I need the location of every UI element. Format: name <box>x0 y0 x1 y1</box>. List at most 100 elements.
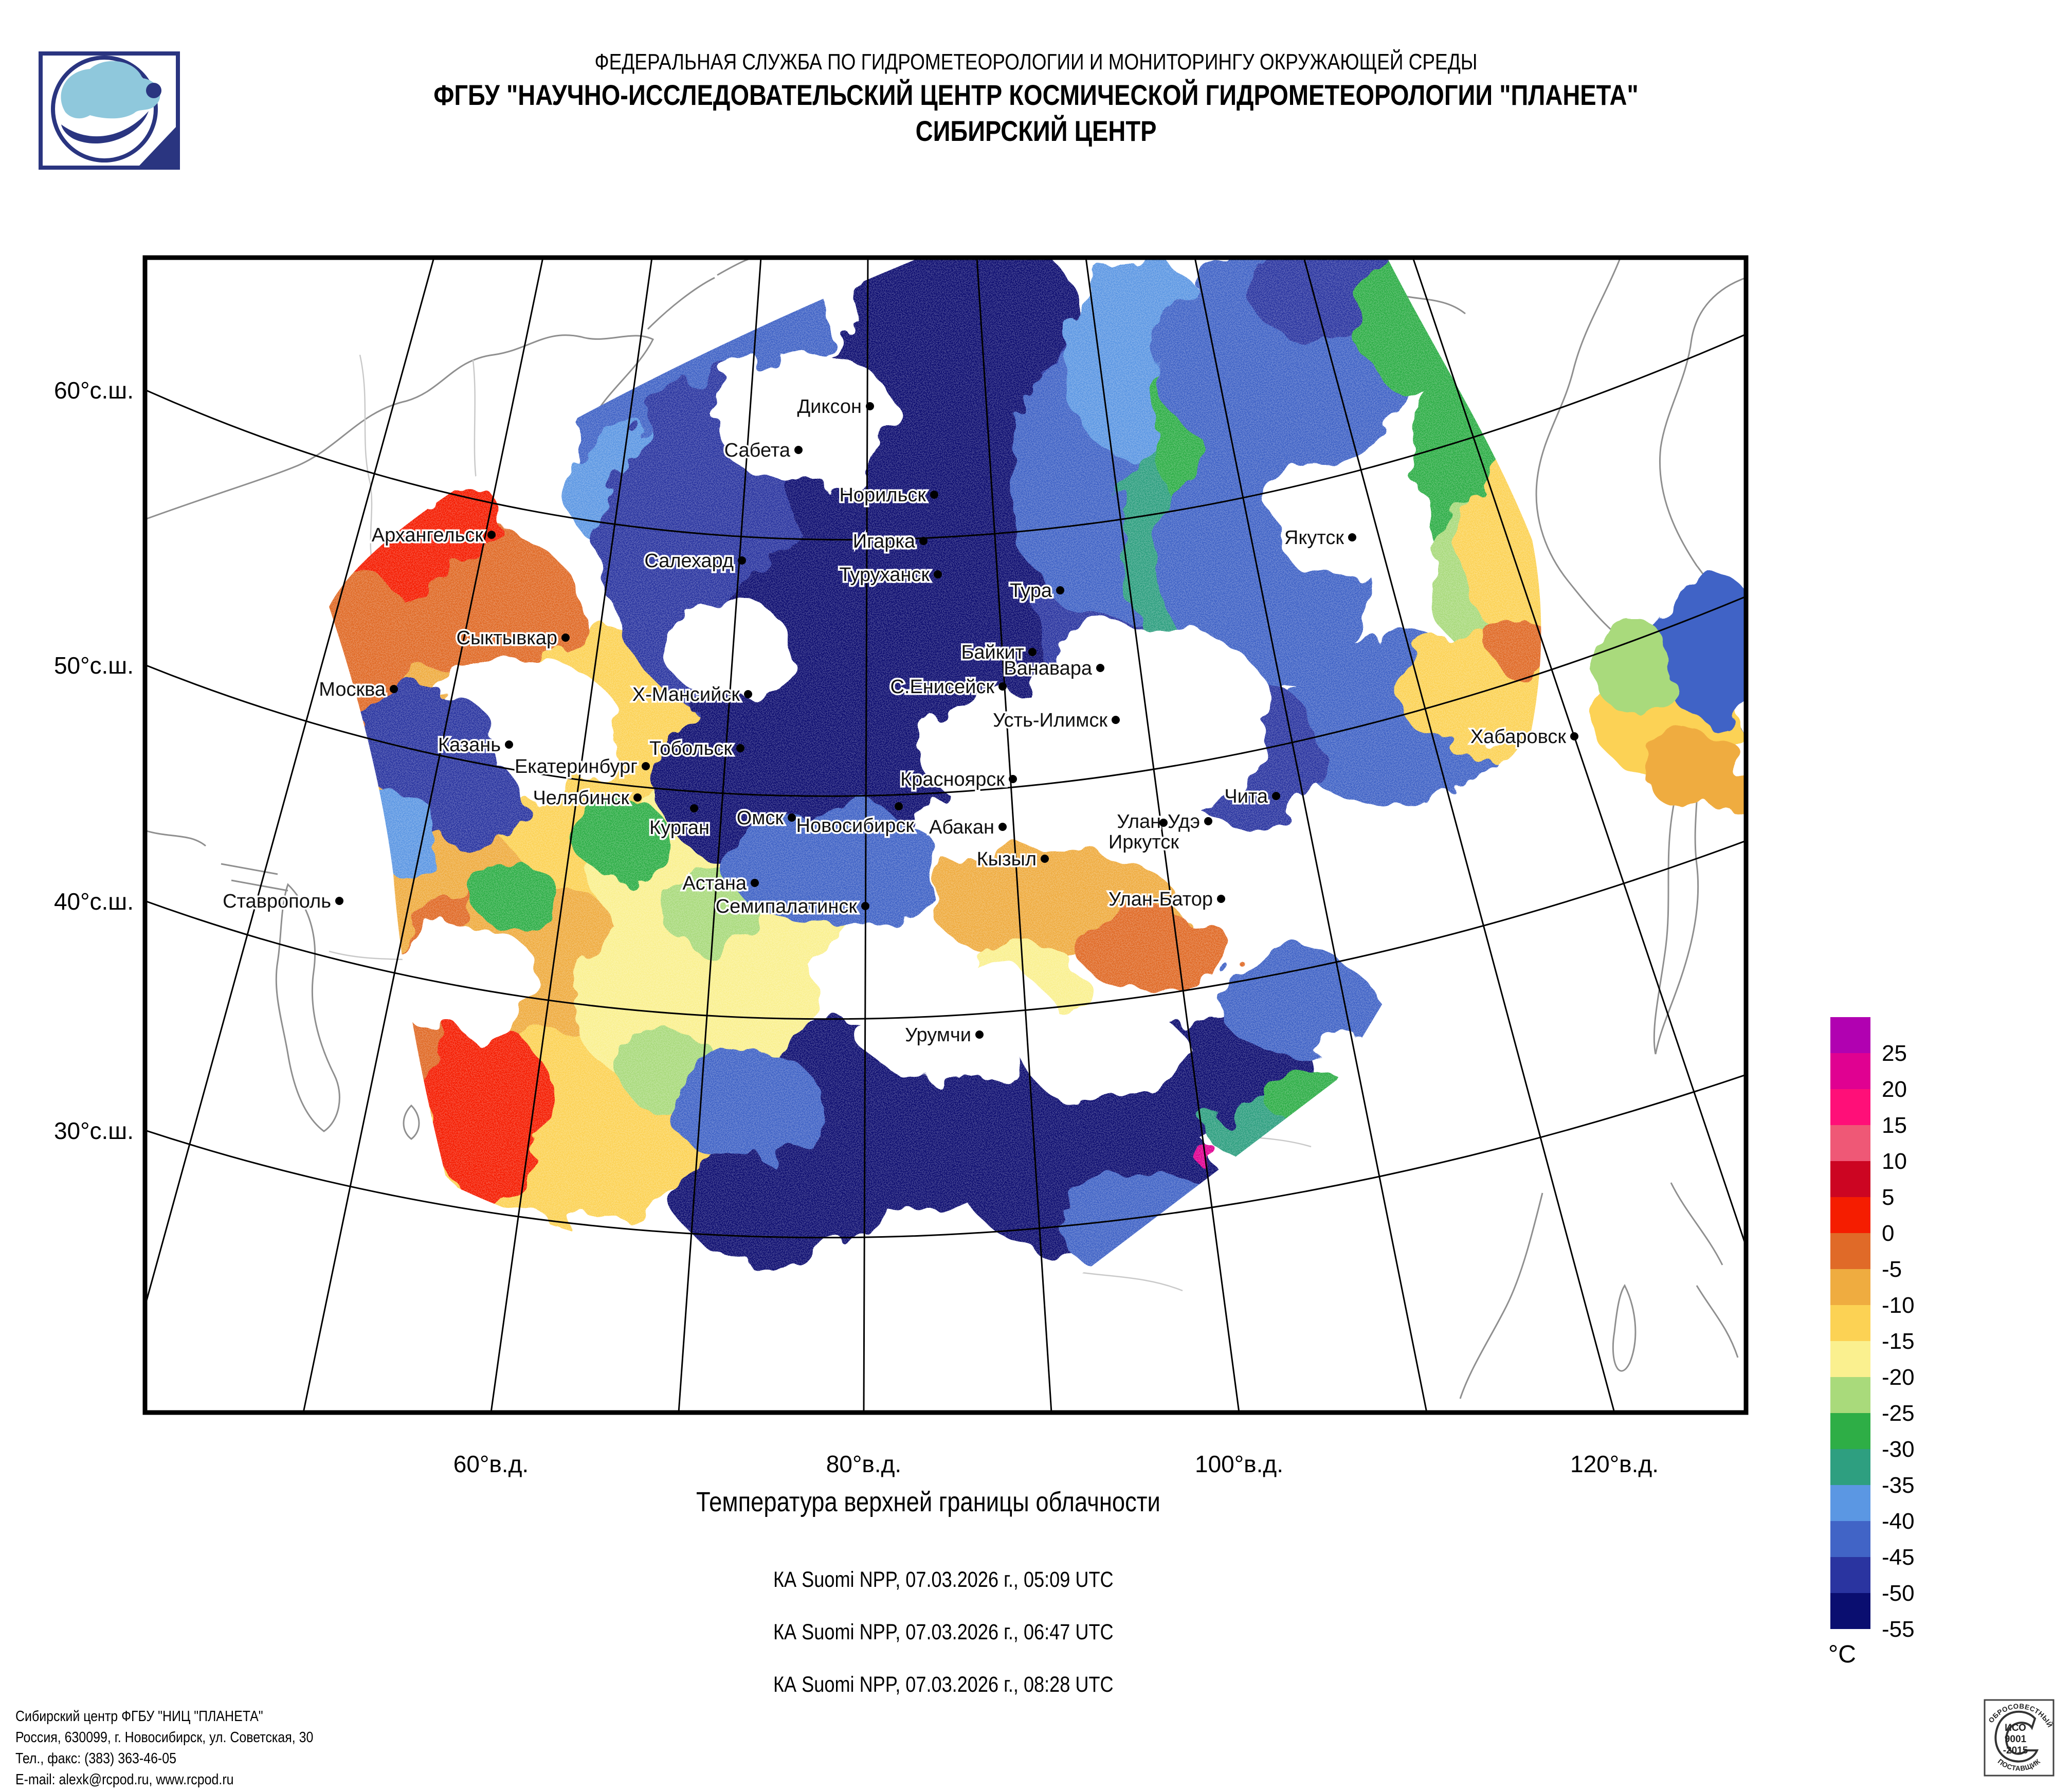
lon-label-80°в.д.: 80°в.д. <box>826 1451 902 1477</box>
legend-swatch--25 <box>1830 1377 1870 1413</box>
city-label-Туруханск: Туруханск <box>839 564 930 586</box>
city-dot-Екатеринбург <box>642 762 650 770</box>
city-dot-Омск <box>788 813 796 822</box>
city-dot-Тобольск <box>736 744 744 752</box>
legend-value--55: -55 <box>1882 1617 1915 1642</box>
iso-9001-stamp: ДОБРОСОВЕСТНЫЙ ПОСТАВЩИК ИСО 9001 -2015 <box>1981 1693 2055 1777</box>
city-dot-Урумчи <box>975 1030 984 1039</box>
legend-value--30: -30 <box>1882 1437 1915 1462</box>
city-dot-Байкит <box>1028 648 1037 656</box>
legend-value-10: 10 <box>1882 1149 1907 1174</box>
city-label-С.Енисейск: С.Енисейск <box>890 676 994 698</box>
city-label-Чита: Чита <box>1224 786 1268 807</box>
city-label-Семипалатинск: Семипалатинск <box>716 896 858 917</box>
city-label-Усть-Илимск: Усть-Илимск <box>993 710 1107 731</box>
city-label-Байкит: Байкит <box>961 642 1024 663</box>
city-label-Москва: Москва <box>319 679 386 700</box>
city-dot-Улан-Удэ <box>1204 817 1212 825</box>
city-dot-Хабаровск <box>1570 732 1578 740</box>
city-dot-Кызыл <box>1041 855 1049 863</box>
legend-value-0: 0 <box>1882 1221 1895 1246</box>
legend-value-5: 5 <box>1882 1185 1895 1210</box>
city-label-Улан-Батор: Улан-Батор <box>1108 889 1213 910</box>
city-dot-Москва <box>390 685 398 693</box>
city-dot-Якутск <box>1348 533 1356 541</box>
city-label-Салехард: Салехард <box>644 550 734 572</box>
planeta-logo <box>39 51 180 170</box>
legend-swatch--45 <box>1830 1521 1870 1557</box>
legend-unit: °C <box>1828 1641 1856 1668</box>
city-label-Курган: Курган <box>649 817 710 839</box>
city-dot-Салехард <box>738 556 746 565</box>
legend-swatch-25 <box>1830 1017 1870 1053</box>
pass-line-3-text: КА Suomi NPP, 07.03.2026 г., 08:28 UTC <box>773 1672 1114 1697</box>
city-dot-Абакан <box>998 823 1007 831</box>
city-dot-Казань <box>505 740 513 749</box>
city-label-Абакан: Абакан <box>929 817 994 838</box>
city-dot-Тура <box>1056 586 1064 594</box>
city-dot-Новосибирск <box>895 802 903 810</box>
city-dot-Х-Мансийск <box>744 690 752 698</box>
city-label-Екатеринбург: Екатеринбург <box>515 756 638 777</box>
city-label-Сыктывкар: Сыктывкар <box>457 627 557 649</box>
city-dot-Улан-Батор <box>1217 895 1225 903</box>
header-branch-text: СИБИРСКИЙ ЦЕНТР <box>915 115 1157 147</box>
city-label-Тура: Тура <box>1010 580 1052 602</box>
legend-swatch-0 <box>1830 1197 1870 1233</box>
city-label-Сабета: Сабета <box>724 440 791 461</box>
legend-swatch-15 <box>1830 1089 1870 1125</box>
lon-label-120°в.д.: 120°в.д. <box>1570 1451 1659 1477</box>
footer-line-3-text: Тел., факс: (383) 363-46-05 <box>15 1750 176 1767</box>
city-dot-Ставрополь <box>335 897 343 905</box>
legend-swatch-10 <box>1830 1125 1870 1161</box>
stamp-c-glyph <box>1994 1710 2039 1763</box>
city-label-Иркутск: Иркутск <box>1108 831 1179 853</box>
planeta-logo-icon <box>39 51 180 170</box>
city-label-Архангельск: Архангельск <box>372 524 484 546</box>
header-org-line: ФЕДЕРАЛЬНАЯ СЛУЖБА ПО ГИДРОМЕТЕОРОЛОГИИ … <box>0 49 2072 75</box>
city-label-Астана: Астана <box>682 873 747 894</box>
city-dot-Диксон <box>866 402 874 410</box>
pass-line-3: КА Suomi NPP, 07.03.2026 г., 08:28 UTC <box>0 1672 1887 1697</box>
map-title: Температура верхней границы облачности <box>0 1486 1856 1518</box>
city-label-Ванавара: Ванавара <box>1004 658 1093 679</box>
lon-label-100°в.д.: 100°в.д. <box>1195 1451 1283 1477</box>
city-dot-Красноярск <box>1009 775 1017 783</box>
city-dot-Астана <box>751 879 759 887</box>
legend-swatch--5 <box>1830 1233 1870 1269</box>
map-title-text: Температура верхней границы облачности <box>696 1487 1160 1517</box>
city-dot-Чита <box>1272 792 1280 800</box>
city-label-Якутск: Якутск <box>1284 527 1344 549</box>
legend-swatch--15 <box>1830 1305 1870 1341</box>
city-dot-Челябинск <box>633 793 642 802</box>
footer-line-2-text: Россия, 630099, г. Новосибирск, ул. Сове… <box>15 1729 314 1746</box>
city-label-Челябинск: Челябинск <box>533 787 629 809</box>
lon-label-60°в.д.: 60°в.д. <box>453 1451 529 1477</box>
city-dot-С.Енисейск <box>998 682 1007 691</box>
svg-text:-2015: -2015 <box>2003 1745 2028 1756</box>
footer-contact-block: Сибирский центр ФГБУ "НИЦ "ПЛАНЕТА" Росс… <box>15 1706 362 1790</box>
city-dot-Норильск <box>930 491 938 499</box>
legend-value-20: 20 <box>1882 1077 1907 1102</box>
city-dot-Игарка <box>919 537 928 545</box>
city-label-Кызыл: Кызыл <box>977 848 1037 870</box>
svg-text:9001: 9001 <box>2005 1734 2027 1745</box>
legend-value--40: -40 <box>1882 1509 1915 1534</box>
legend-swatch-5 <box>1830 1161 1870 1197</box>
city-label-Улан-Удэ: Улан-Удэ <box>1117 811 1200 833</box>
footer-line-1: Сибирский центр ФГБУ "НИЦ "ПЛАНЕТА" <box>15 1706 362 1727</box>
city-dot-Курган <box>690 804 698 812</box>
legend-value--25: -25 <box>1882 1401 1915 1426</box>
city-dot-Семипалатинск <box>861 902 869 910</box>
city-dot-Сабета <box>794 446 803 454</box>
footer-line-4-text: E-mail: alexk@rcpod.ru, www.rcpod.ru <box>15 1771 234 1788</box>
lat-label-50°с.ш.: 50°с.ш. <box>53 652 134 679</box>
city-label-Красноярск: Красноярск <box>900 769 1005 790</box>
city-dot-Архангельск <box>487 531 496 539</box>
city-label-Новосибирск: Новосибирск <box>796 815 915 837</box>
color-scale: 25 20 15 10 5 0 -5 -10 -15 -20 -25 -30 -35 -40 -45 -50 -… <box>1830 1017 1915 1642</box>
city-dot-Усть-Илимск <box>1112 716 1120 724</box>
svg-text:ИСО: ИСО <box>2005 1723 2026 1733</box>
legend-swatch--20 <box>1830 1341 1870 1377</box>
